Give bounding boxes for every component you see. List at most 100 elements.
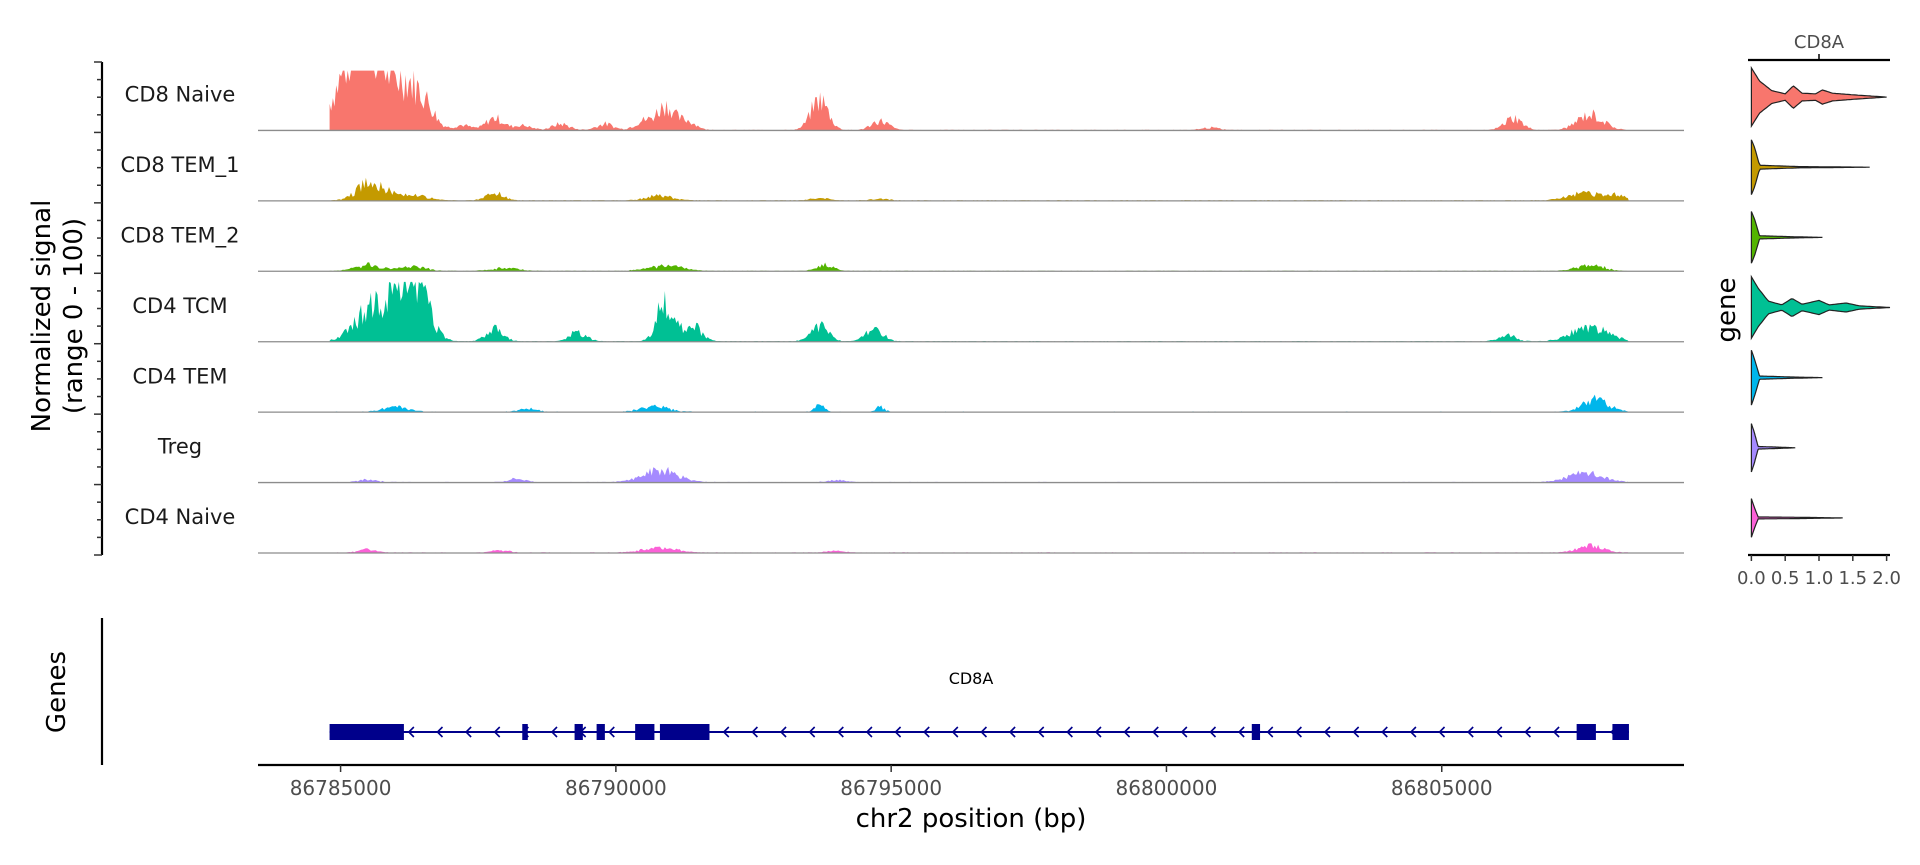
track-label: CD4 Naive bbox=[125, 505, 236, 529]
strand-arrow bbox=[1094, 726, 1102, 738]
violin-y-axis-title: gene bbox=[1712, 278, 1742, 343]
strand-arrow bbox=[550, 726, 558, 738]
coverage-track: CD8 TEM_1 bbox=[121, 153, 1684, 202]
gene-exon bbox=[635, 724, 655, 740]
strand-arrow bbox=[1438, 726, 1446, 738]
strand-arrow bbox=[436, 726, 444, 738]
strand-arrow bbox=[1352, 726, 1360, 738]
strand-arrow bbox=[1266, 726, 1274, 738]
strand-arrow bbox=[1495, 726, 1503, 738]
strand-arrow bbox=[1467, 726, 1474, 738]
strand-arrow bbox=[1209, 726, 1217, 738]
coverage-track: CD4 TCM bbox=[132, 281, 1684, 343]
violin-shape bbox=[1750, 65, 1887, 129]
gene-y-axis-title: Genes bbox=[42, 651, 72, 733]
gene-exon bbox=[522, 724, 528, 740]
strand-arrow bbox=[751, 726, 758, 738]
track-label: CD4 TCM bbox=[132, 294, 227, 318]
strand-arrow bbox=[1123, 726, 1131, 738]
gene-exon bbox=[329, 724, 404, 740]
gene-name-label: CD8A bbox=[949, 669, 994, 688]
violin-shape bbox=[1750, 498, 1843, 538]
track-label: CD8 TEM_1 bbox=[121, 153, 240, 178]
coverage-y-ticks bbox=[94, 61, 102, 556]
strand-arrow bbox=[1037, 726, 1045, 738]
x-tick-label: 86790000 bbox=[565, 776, 667, 800]
strand-arrow bbox=[808, 726, 816, 738]
strand-arrow bbox=[1524, 726, 1531, 738]
coverage-track: CD8 TEM_2 bbox=[121, 223, 1684, 272]
x-axis-ticks: 86785000 86790000 86795000 86800000 86805000 bbox=[290, 765, 1493, 800]
gene-exon bbox=[574, 724, 583, 740]
strand-arrow bbox=[779, 726, 787, 738]
violin-shape bbox=[1750, 211, 1823, 264]
violin-x-tick-label: 0.5 bbox=[1771, 568, 1800, 589]
x-tick-label: 86805000 bbox=[1391, 776, 1493, 800]
track-label: Treg bbox=[157, 435, 202, 459]
strand-arrow bbox=[1552, 726, 1560, 738]
track-label: CD4 TEM bbox=[132, 364, 227, 388]
strand-arrow bbox=[608, 726, 615, 738]
violin-x-ticks: 0.0 0.5 1.0 1.5 2.0 bbox=[1737, 555, 1901, 589]
coverage-y-axis-title-line1: Normalized signal bbox=[27, 200, 57, 433]
violins bbox=[1750, 65, 1891, 538]
gene-exon bbox=[1612, 724, 1629, 740]
violin-x-tick-label: 2.0 bbox=[1872, 568, 1901, 589]
strand-arrow bbox=[1323, 726, 1331, 738]
coverage-track: Treg bbox=[157, 435, 1684, 484]
violin-x-tick-label: 1.5 bbox=[1838, 568, 1867, 589]
strand-arrow bbox=[1180, 726, 1188, 738]
x-axis-title: chr2 position (bp) bbox=[856, 804, 1087, 834]
coverage-y-axis-title-line2: (range 0 - 100) bbox=[59, 218, 89, 414]
strand-arrow bbox=[980, 726, 988, 738]
gene-exon bbox=[659, 724, 710, 740]
coverage-area bbox=[329, 70, 1629, 131]
violin-shape bbox=[1750, 350, 1823, 406]
violin-shape bbox=[1750, 274, 1891, 341]
violin-x-tick-label: 1.0 bbox=[1805, 568, 1834, 589]
gene-exon bbox=[596, 724, 605, 740]
coverage-area bbox=[329, 394, 1629, 413]
coverage-area bbox=[329, 543, 1629, 553]
strand-arrow bbox=[1008, 726, 1016, 738]
gene-exon bbox=[1251, 724, 1261, 740]
track-label: CD8 TEM_2 bbox=[121, 223, 240, 248]
strand-arrow bbox=[493, 726, 501, 738]
strand-arrow bbox=[894, 726, 902, 738]
strand-arrow bbox=[1381, 726, 1388, 738]
violin-shape bbox=[1750, 423, 1796, 473]
strand-arrow bbox=[1066, 726, 1073, 738]
gene-exon bbox=[1576, 724, 1596, 740]
strand-arrow bbox=[1409, 726, 1417, 738]
strand-arrow bbox=[923, 726, 930, 738]
violin-x-tick-label: 0.0 bbox=[1737, 568, 1766, 589]
coverage-panel: Normalized signal (range 0 - 100) CD8 Na… bbox=[27, 61, 1684, 556]
coverage-track: CD4 TEM bbox=[132, 364, 1684, 413]
coverage-area bbox=[329, 466, 1629, 483]
coverage-tracks: CD8 Naive CD8 TEM_1 CD8 TEM_2 CD4 TCM CD4 TE… bbox=[121, 70, 1684, 554]
strand-arrow bbox=[865, 726, 873, 738]
coverage-track: CD4 Naive bbox=[125, 505, 1684, 554]
x-tick-label: 86785000 bbox=[290, 776, 392, 800]
strand-arrow bbox=[1237, 726, 1245, 738]
strand-arrow bbox=[951, 726, 959, 738]
coverage-area bbox=[329, 281, 1629, 342]
x-tick-label: 86800000 bbox=[1116, 776, 1218, 800]
strand-arrow bbox=[407, 726, 415, 738]
gene-panel: Genes CD8A 86785000 86790000 86795000 86800… bbox=[42, 618, 1684, 834]
track-label: CD8 Naive bbox=[125, 83, 236, 107]
violin-panel: CD8A gene 0.0 0.5 1.0 1.5 2.0 bbox=[1712, 32, 1901, 589]
violin-facet-title: CD8A bbox=[1794, 32, 1845, 53]
strand-arrow bbox=[837, 726, 844, 738]
strand-arrow bbox=[1295, 726, 1302, 738]
coverage-track: CD8 Naive bbox=[125, 70, 1684, 132]
violin-shape bbox=[1750, 139, 1870, 195]
gene-model bbox=[329, 724, 1629, 740]
strand-arrow bbox=[1152, 726, 1159, 738]
x-tick-label: 86795000 bbox=[840, 776, 942, 800]
coverage-area bbox=[329, 177, 1629, 201]
strand-arrow bbox=[722, 726, 730, 738]
strand-arrow bbox=[464, 726, 472, 738]
coverage-area bbox=[329, 262, 1629, 272]
